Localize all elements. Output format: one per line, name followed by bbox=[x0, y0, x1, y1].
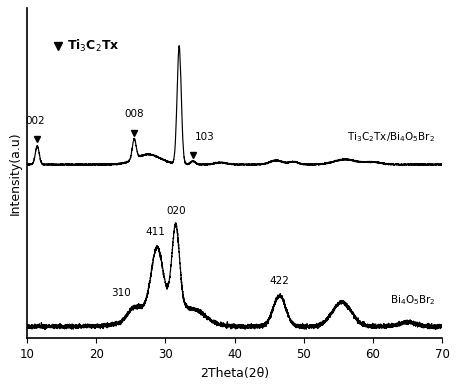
Text: Ti$_3$C$_2$Tx/Bi$_4$O$_5$Br$_2$: Ti$_3$C$_2$Tx/Bi$_4$O$_5$Br$_2$ bbox=[347, 130, 435, 144]
Text: 422: 422 bbox=[270, 276, 289, 286]
Y-axis label: Intensity(a.u): Intensity(a.u) bbox=[8, 132, 22, 215]
Text: Ti$_3$C$_2$Tx: Ti$_3$C$_2$Tx bbox=[67, 38, 120, 54]
Text: 103: 103 bbox=[195, 132, 215, 142]
Text: 002: 002 bbox=[25, 116, 45, 126]
Text: 310: 310 bbox=[111, 288, 131, 298]
X-axis label: 2Theta(2θ): 2Theta(2θ) bbox=[200, 367, 269, 380]
Text: 008: 008 bbox=[125, 109, 144, 119]
Text: 020: 020 bbox=[166, 206, 185, 216]
Text: Bi$_4$O$_5$Br$_2$: Bi$_4$O$_5$Br$_2$ bbox=[390, 293, 435, 307]
Text: 411: 411 bbox=[145, 227, 165, 237]
